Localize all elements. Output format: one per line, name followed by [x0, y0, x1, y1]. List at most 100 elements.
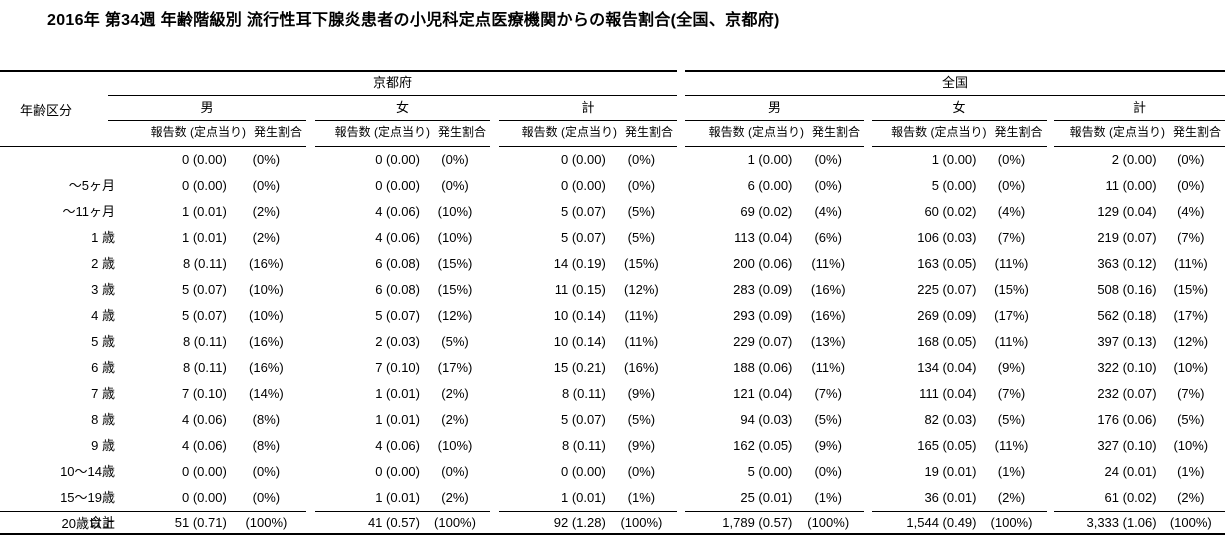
age-row-cell: 7 歳	[0, 355, 123, 401]
ratio-cell: (11%)	[624, 334, 659, 349]
age-row-cell: 2 歳	[0, 225, 123, 271]
section-national: 全国 男 報告数 (定点当り) 発生割合 1 (0.00) (0%) 6 (0.…	[685, 70, 1225, 535]
data-row: 25 (0.01) (1%)	[685, 485, 864, 511]
age-row-cell: 3 歳	[0, 251, 123, 297]
count-cell: 129 (0.04)	[1097, 204, 1157, 219]
age-label: 6 歳	[91, 360, 115, 375]
col-group-kyoto-female: 女 報告数 (定点当り) 発生割合 0 (0.00) (0%) 0 (0.00)…	[315, 96, 490, 535]
ratio-cell: (11%)	[811, 360, 846, 375]
ratio-cell: (4%)	[1177, 204, 1205, 219]
ratio-cell: (0%)	[1177, 178, 1205, 193]
group-header-label: 女	[315, 96, 490, 121]
total-count-cell: 1,544 (0.49)	[906, 515, 977, 530]
col-group-national-male: 男 報告数 (定点当り) 発生割合 1 (0.00) (0%) 6 (0.00)…	[685, 96, 864, 535]
age-row-cell: 6 歳	[0, 329, 123, 375]
subheader-ratio-label: 発生割合	[811, 125, 860, 139]
data-row: 162 (0.05) (9%)	[685, 433, 864, 459]
total-ratio-cell: (100%)	[434, 515, 476, 530]
count-cell: 5 (0.07)	[181, 282, 227, 297]
count-cell: 0 (0.00)	[181, 152, 227, 167]
data-row: 1 (0.01) (2%)	[315, 485, 490, 511]
section-national-groups: 男 報告数 (定点当り) 発生割合 1 (0.00) (0%) 6 (0.00)…	[685, 96, 1225, 535]
age-row-cell: 1 歳	[0, 199, 123, 245]
ratio-cell: (2%)	[441, 386, 469, 401]
group-subheader: 報告数 (定点当り) 発生割合	[685, 121, 864, 147]
subheader-ratio-label: 発生割合	[253, 125, 302, 139]
count-cell: 188 (0.06)	[733, 360, 793, 375]
ratio-cell: (16%)	[624, 360, 659, 375]
data-row: 6 (0.08) (15%)	[315, 277, 490, 303]
ratio-cell: (7%)	[997, 230, 1026, 245]
count-cell: 0 (0.00)	[375, 178, 420, 193]
count-cell: 0 (0.00)	[560, 464, 606, 479]
age-row-cell: 4 歳	[0, 277, 123, 323]
count-cell: 10 (0.14)	[553, 308, 606, 323]
data-row: 5 (0.07) (12%)	[315, 303, 490, 329]
data-row: 562 (0.18) (17%)	[1054, 303, 1225, 329]
ratio-cell: (1%)	[814, 490, 842, 505]
age-row-cell: 8 歳	[0, 381, 123, 427]
count-cell: 269 (0.09)	[917, 308, 977, 323]
ratio-cell: (10%)	[249, 308, 284, 323]
data-row: 8 (0.11) (16%)	[108, 251, 306, 277]
ratio-cell: (11%)	[811, 256, 846, 271]
data-row: 8 (0.11) (9%)	[499, 381, 677, 407]
page-title: 2016年 第34週 年齢階級別 流行性耳下腺炎患者の小児科定点医療機関からの報…	[47, 12, 780, 29]
age-label: 5 歳	[91, 334, 115, 349]
ratio-cell: (1%)	[1177, 464, 1205, 479]
ratio-cell: (0%)	[252, 178, 281, 193]
count-cell: 4 (0.06)	[375, 204, 420, 219]
data-row: 0 (0.00) (0%)	[315, 459, 490, 485]
subheader-count-label: 報告数 (定点当り)	[708, 125, 804, 139]
count-cell: 363 (0.12)	[1097, 256, 1157, 271]
data-row: 0 (0.00) (0%)	[108, 147, 306, 173]
count-cell: 283 (0.09)	[733, 282, 793, 297]
data-row: 111 (0.04) (7%)	[872, 381, 1047, 407]
ratio-cell: (10%)	[249, 282, 284, 297]
subheader-ratio-label: 発生割合	[437, 125, 486, 139]
data-row: 5 (0.00) (0%)	[872, 173, 1047, 199]
age-row-cell: 9 歳	[0, 407, 123, 453]
count-cell: 2 (0.03)	[375, 334, 420, 349]
subheader-count-label: 報告数 (定点当り)	[891, 125, 987, 139]
count-cell: 6 (0.08)	[375, 256, 420, 271]
age-label: 3 歳	[91, 282, 115, 297]
data-row: 0 (0.00) (0%)	[499, 459, 677, 485]
count-cell: 15 (0.21)	[553, 360, 606, 375]
count-cell: 327 (0.10)	[1097, 438, 1157, 453]
data-row: 4 (0.06) (8%)	[108, 407, 306, 433]
data-row: 7 (0.10) (14%)	[108, 381, 306, 407]
count-cell: 2 (0.00)	[1111, 152, 1157, 167]
total-ratio-cell: (100%)	[990, 515, 1033, 530]
data-row: 1 (0.01) (1%)	[499, 485, 677, 511]
data-row: 4 (0.06) (10%)	[315, 433, 490, 459]
age-label: ～5ヶ月	[68, 178, 115, 193]
data-row: 5 (0.07) (10%)	[108, 303, 306, 329]
data-row: 322 (0.10) (10%)	[1054, 355, 1225, 381]
data-row: 61 (0.02) (2%)	[1054, 485, 1225, 511]
data-row: 6 (0.08) (15%)	[315, 251, 490, 277]
count-cell: 0 (0.00)	[375, 152, 420, 167]
ratio-cell: (2%)	[997, 490, 1026, 505]
age-row-cell: 5 歳	[0, 303, 123, 349]
data-row: 129 (0.04) (4%)	[1054, 199, 1225, 225]
group-rows: 1 (0.00) (0%) 5 (0.00) (0%) 60 (0.02) (4…	[872, 147, 1047, 511]
count-cell: 4 (0.06)	[181, 438, 227, 453]
total-row-age-cell: 合計	[0, 511, 123, 535]
count-cell: 1 (0.00)	[931, 152, 977, 167]
subheader-ratio-label: 発生割合	[1172, 125, 1221, 139]
data-row: 8 (0.11) (9%)	[499, 433, 677, 459]
ratio-cell: (16%)	[249, 334, 284, 349]
data-row: 1 (0.01) (2%)	[108, 199, 306, 225]
count-cell: 8 (0.11)	[561, 386, 606, 401]
count-cell: 8 (0.11)	[182, 360, 227, 375]
data-row: 5 (0.07) (5%)	[499, 199, 677, 225]
count-cell: 1 (0.01)	[560, 490, 606, 505]
count-cell: 82 (0.03)	[924, 412, 977, 427]
data-row: 14 (0.19) (15%)	[499, 251, 677, 277]
count-cell: 0 (0.00)	[181, 178, 227, 193]
data-row: 36 (0.01) (2%)	[872, 485, 1047, 511]
count-cell: 163 (0.05)	[917, 256, 977, 271]
data-row: 5 (0.07) (5%)	[499, 225, 677, 251]
count-cell: 106 (0.03)	[917, 230, 977, 245]
